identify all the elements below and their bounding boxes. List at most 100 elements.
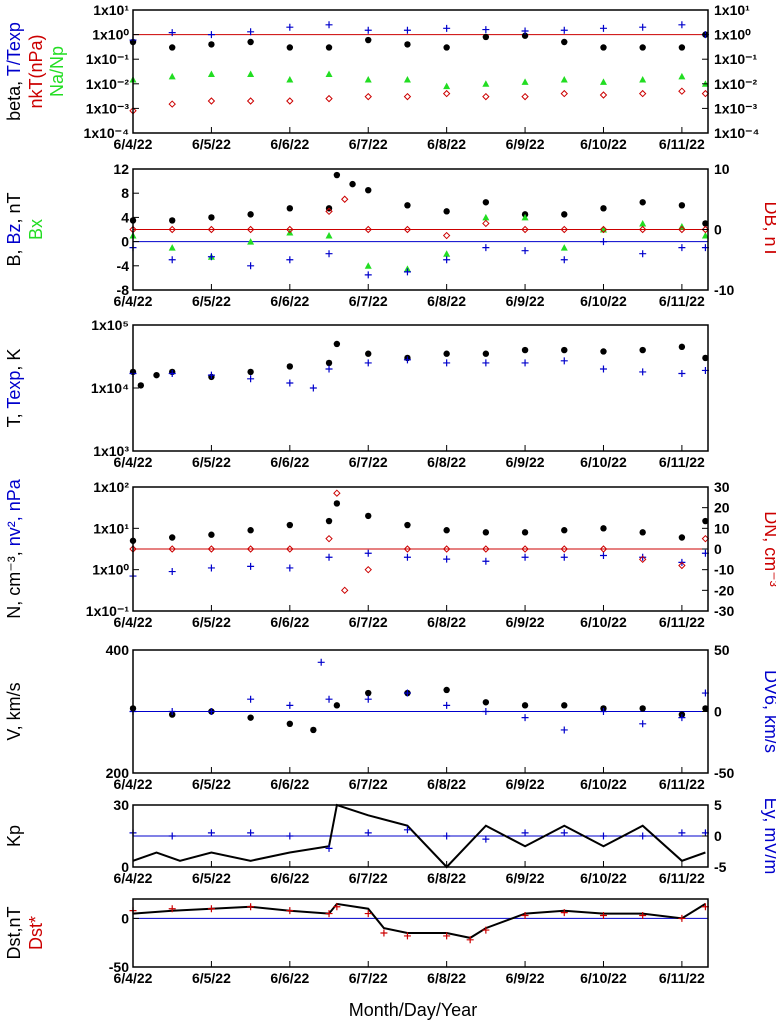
panel-frame <box>132 898 709 968</box>
data-point <box>247 368 254 376</box>
series-diamond <box>129 195 710 240</box>
y2-tick-label: 0 <box>714 222 722 238</box>
data-point <box>678 44 686 51</box>
series-plus <box>129 826 709 852</box>
y2-tick-label: -10 <box>714 282 734 298</box>
data-point <box>638 555 647 564</box>
data-point <box>521 359 529 367</box>
data-point <box>286 23 294 31</box>
x-tick-label: 6/9/22 <box>506 614 545 630</box>
data-point <box>639 219 647 227</box>
data-point <box>286 44 294 51</box>
data-point <box>678 72 686 80</box>
series-plus <box>129 658 709 734</box>
data-point <box>639 346 646 354</box>
data-point <box>325 844 333 852</box>
data-point <box>639 199 646 206</box>
y-axis-label-2-part: Dst* <box>26 916 46 950</box>
data-point <box>247 562 255 570</box>
data-point <box>364 92 372 101</box>
panel-frame <box>132 9 709 134</box>
data-point <box>247 903 255 911</box>
x-tick-label: 6/10/22 <box>580 136 627 152</box>
data-point <box>247 262 255 270</box>
data-point <box>678 561 686 570</box>
y-tick-label: -8 <box>117 282 130 298</box>
x-tick-label: 6/9/22 <box>506 776 545 792</box>
panel-magnetic-field: -8 -4 0 4 8 12 -10 0 10 6/4/22 6/5/22 6/6/22 6/7/22 6… <box>113 161 734 309</box>
data-point <box>599 225 608 234</box>
data-point <box>325 534 333 543</box>
data-point <box>678 21 686 29</box>
y-axis-label-part: T/Texp <box>4 22 24 76</box>
x-tick-label: 6/7/22 <box>349 970 388 986</box>
data-point <box>639 44 646 51</box>
series-line <box>132 902 706 939</box>
data-point <box>560 909 568 917</box>
data-point <box>482 926 490 934</box>
data-point <box>286 521 294 529</box>
data-point <box>247 375 255 383</box>
data-point <box>153 371 160 379</box>
y-axis-label: Kp <box>4 825 24 847</box>
data-point <box>599 24 607 32</box>
y-axis-label: Dst,nT <box>4 906 24 959</box>
y-tick-label: 12 <box>113 161 129 177</box>
x-tick-label: 6/7/22 <box>349 454 388 470</box>
x-tick-label: 6/11/22 <box>659 870 705 886</box>
data-point <box>364 910 372 918</box>
data-point <box>482 80 490 87</box>
x-tick-label: 6/5/22 <box>192 454 231 470</box>
data-point <box>333 702 341 709</box>
data-point <box>482 545 490 553</box>
data-point <box>207 97 216 105</box>
y2-tick-label: 1x10¹ <box>714 2 750 18</box>
data-point <box>286 97 294 105</box>
x-tick-label: 6/6/22 <box>270 870 309 886</box>
data-point <box>599 545 608 553</box>
x-tick-label: 6/10/22 <box>580 454 627 470</box>
x-tick-label: 6/6/22 <box>270 614 309 630</box>
x-tick-label: 6/11/22 <box>659 970 705 986</box>
y-tick-label: 400 <box>106 642 130 658</box>
series-diamond <box>129 489 710 595</box>
y-axis-label-2: nkT(nPa) <box>26 34 46 108</box>
data-point <box>169 217 176 224</box>
data-point <box>599 832 607 840</box>
series-triangle <box>129 70 709 90</box>
data-point <box>364 829 372 837</box>
data-point <box>403 92 412 101</box>
data-point <box>169 534 176 541</box>
data-point <box>599 708 607 715</box>
data-point <box>443 527 450 534</box>
data-point <box>168 100 176 108</box>
data-point <box>349 180 356 188</box>
data-point <box>443 82 451 90</box>
x-tick-label: 6/4/22 <box>114 870 153 886</box>
data-point <box>482 529 490 536</box>
x-tick-label: 6/11/22 <box>659 136 705 152</box>
x-tick-label: 6/9/22 <box>506 136 545 152</box>
data-point <box>333 489 341 497</box>
data-point <box>702 517 709 525</box>
x-tick-label: 6/8/22 <box>427 136 466 152</box>
x-tick-label: 6/6/22 <box>270 293 309 309</box>
y-tick-label: 4 <box>121 209 129 225</box>
y-axis-label-part: , nT <box>4 192 24 223</box>
y-tick-label: -50 <box>109 959 129 975</box>
x-tick-label: 6/10/22 <box>580 970 627 986</box>
data-point <box>365 350 372 357</box>
data-point <box>521 529 529 536</box>
data-point <box>168 832 176 840</box>
data-point <box>599 365 607 373</box>
data-point <box>443 932 451 940</box>
series-dot <box>129 686 709 734</box>
panel-frame <box>132 324 709 452</box>
data-point <box>443 44 450 51</box>
data-point <box>639 75 647 83</box>
data-point <box>482 708 490 715</box>
data-point <box>364 262 372 269</box>
data-point <box>403 826 411 834</box>
series-plus <box>129 356 709 392</box>
x-tick-label: 6/8/22 <box>427 776 466 792</box>
